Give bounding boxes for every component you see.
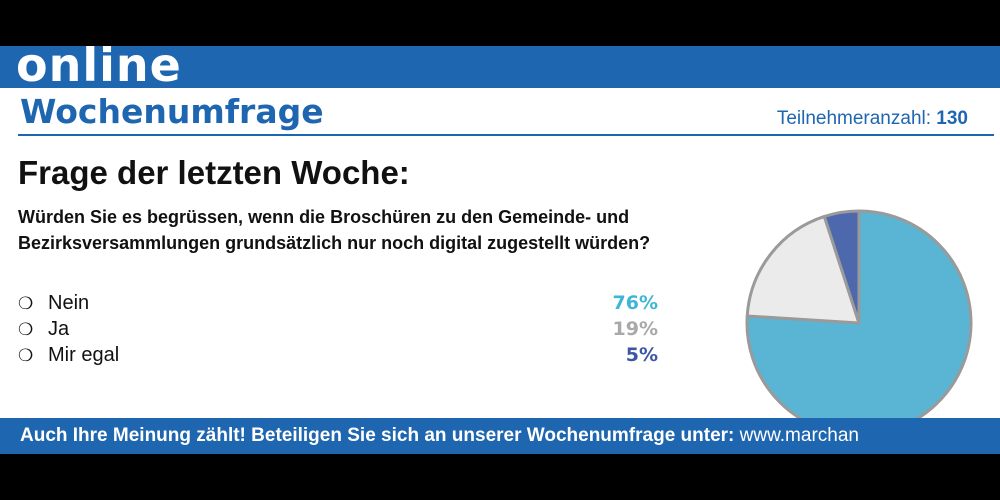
participant-label: Teilnehmeranzahl: — [776, 108, 932, 129]
answer-percent: 76% — [612, 292, 658, 314]
poll-content: Wochenumfrage Teilnehmeranzahl: 130 Frag… — [6, 88, 994, 437]
question-text: Würden Sie es begrüssen, wenn die Brosch… — [18, 204, 698, 256]
answer-label: Ja — [48, 318, 70, 340]
brand-online-logo: online — [16, 46, 182, 92]
pie-slice-mir-egal — [822, 209, 861, 325]
footer-text: Auch Ihre Meinung zählt! Beteiligen Sie … — [20, 425, 735, 446]
answer-option-ja[interactable]: ❍ Ja 19% — [18, 316, 658, 342]
question-heading: Frage der letzten Woche: — [18, 154, 410, 191]
radio-icon[interactable]: ❍ — [18, 320, 34, 339]
question-line-1: Würden Sie es begrüssen, wenn die Brosch… — [18, 207, 630, 227]
radio-icon[interactable]: ❍ — [18, 346, 34, 365]
answer-percent: 5% — [625, 344, 658, 366]
footer-cta: Auch Ihre Meinung zählt! Beteiligen Sie … — [20, 425, 859, 447]
answer-percent: 19% — [612, 318, 658, 340]
pie-slice-ja — [745, 214, 861, 325]
header-bar: online — [0, 46, 1000, 88]
participant-count: Teilnehmeranzahl: 130 — [777, 108, 968, 130]
answer-list: ❍ Nein 76% ❍ Ja 19% ❍ Mir egal 5% — [18, 290, 658, 368]
answer-option-nein[interactable]: ❍ Nein 76% — [18, 290, 658, 316]
answer-option-mir-egal[interactable]: ❍ Mir egal 5% — [18, 342, 658, 368]
results-pie-chart — [734, 198, 984, 448]
question-line-2: Bezirksversammlungen grundsätzlich nur n… — [18, 233, 651, 253]
poll-panel: online Wochenumfrage Teilnehmeranzahl: 1… — [0, 46, 1000, 454]
answer-label: Nein — [48, 292, 90, 314]
pie-svg — [745, 209, 973, 437]
radio-icon[interactable]: ❍ — [18, 294, 34, 313]
footer-bar: Auch Ihre Meinung zählt! Beteiligen Sie … — [0, 418, 1000, 454]
footer-url-link[interactable]: www.marchan — [739, 425, 859, 446]
brand-title: Wochenumfrage — [20, 92, 324, 131]
header-divider — [18, 134, 994, 136]
answer-label: Mir egal — [48, 344, 120, 366]
participant-value: 130 — [936, 108, 968, 129]
